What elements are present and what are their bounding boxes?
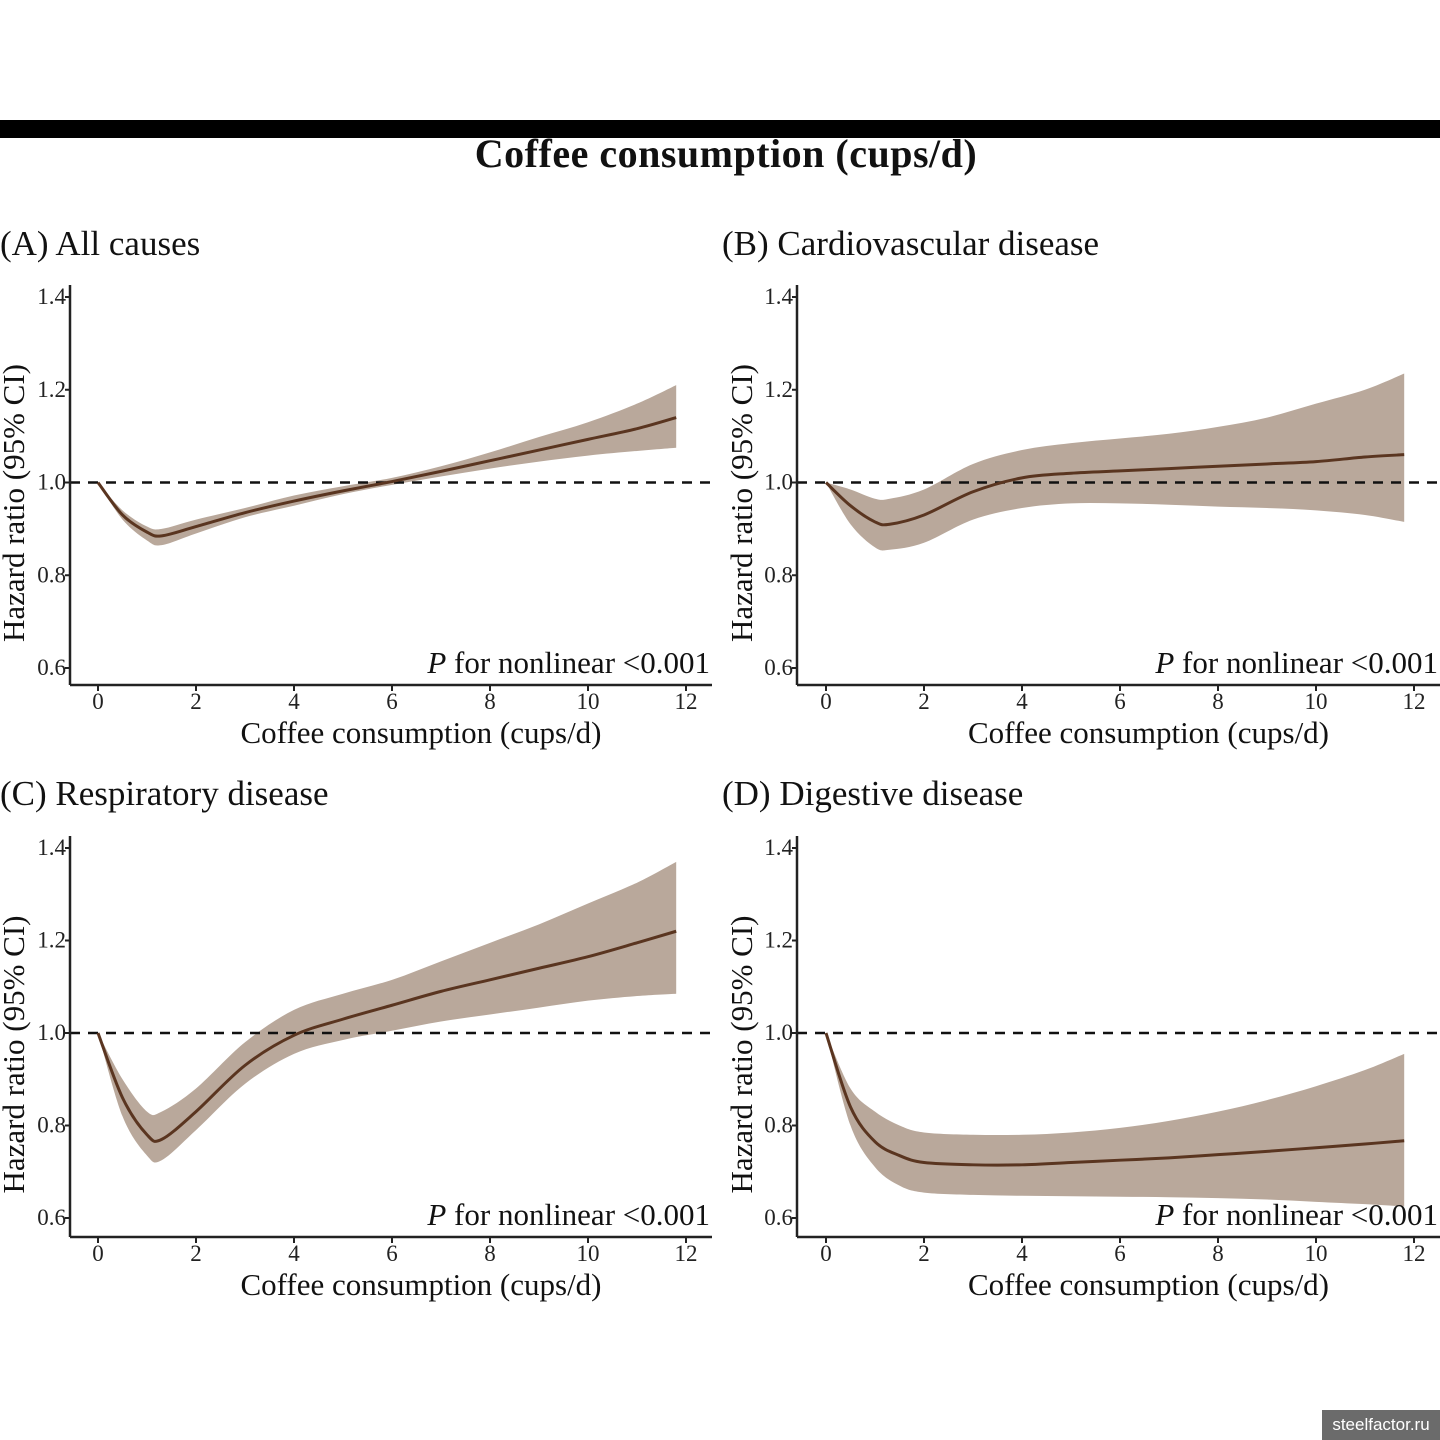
watermark: steelfactor.ru bbox=[1322, 1410, 1440, 1440]
panel-b-y-axis-label: Hazard ratio (95% CI) bbox=[724, 364, 759, 642]
panel-c-title: (C) Respiratory disease bbox=[0, 774, 329, 813]
panel-a-x-axis-label: Coffee consumption (cups/d) bbox=[240, 715, 601, 750]
panel-c-x-tick-label: 2 bbox=[190, 1241, 202, 1266]
panel-d-y-tick-label: 1.4 bbox=[764, 835, 793, 860]
panel-d-y-tick-label: 0.8 bbox=[764, 1113, 793, 1138]
panel-c-hr-line bbox=[96, 929, 677, 1143]
panel-a-x-tick-label: 10 bbox=[577, 689, 600, 714]
panel-d-ci-band bbox=[826, 1033, 1405, 1207]
panel-b-x-tick-label: 6 bbox=[1114, 689, 1126, 714]
panel-a-y-tick-label: 1.0 bbox=[37, 470, 66, 495]
panel-b-ci-band bbox=[826, 373, 1405, 551]
panel-d-title: (D) Digestive disease bbox=[722, 774, 1024, 813]
panel-a-x-tick-label: 2 bbox=[190, 689, 202, 714]
panel-c-x-tick-label: 4 bbox=[288, 1241, 300, 1266]
panel-c-x-tick-label: 8 bbox=[484, 1241, 496, 1266]
panel-b-title: (B) Cardiovascular disease bbox=[722, 224, 1100, 263]
panel-c-y-tick-label: 1.4 bbox=[37, 835, 66, 860]
panel-a-x-tick-label: 0 bbox=[92, 689, 104, 714]
panel-a-title: (A) All causes bbox=[0, 224, 201, 263]
panel-d-y-tick-label: 1.0 bbox=[764, 1020, 793, 1045]
top-bar bbox=[0, 120, 1440, 138]
panel-c-x-tick-label: 12 bbox=[675, 1241, 698, 1266]
panel-b-x-tick-label: 2 bbox=[918, 689, 930, 714]
figure-title: Coffee consumption (cups/d) bbox=[474, 131, 978, 176]
panel-a-x-tick-label: 12 bbox=[675, 689, 698, 714]
panel-b-x-tick-label: 8 bbox=[1212, 689, 1224, 714]
panel-c-y-tick-label: 0.8 bbox=[37, 1113, 66, 1138]
panel-a-y-tick-label: 1.2 bbox=[37, 377, 66, 402]
panel-a-y-tick-label: 0.8 bbox=[37, 562, 66, 587]
panel-b-x-tick-label: 12 bbox=[1403, 689, 1426, 714]
panel-c-y-axis-label: Hazard ratio (95% CI) bbox=[0, 915, 31, 1193]
panel-a-x-tick-label: 4 bbox=[288, 689, 300, 714]
panel-c-y-tick-label: 1.2 bbox=[37, 928, 66, 953]
panel-a-ci-band bbox=[98, 385, 677, 546]
panel-d-x-tick-label: 2 bbox=[918, 1241, 930, 1266]
panel-a-hr-line bbox=[96, 416, 677, 538]
panel-d-x-tick-label: 12 bbox=[1403, 1241, 1426, 1266]
panel-b-x-tick-label: 4 bbox=[1016, 689, 1028, 714]
panel-d-x-axis-label: Coffee consumption (cups/d) bbox=[968, 1267, 1329, 1302]
panel-d-x-tick-label: 10 bbox=[1305, 1241, 1328, 1266]
panel-a-y-axis-label: Hazard ratio (95% CI) bbox=[0, 364, 31, 642]
panel-b-y-tick-label: 1.2 bbox=[764, 377, 793, 402]
panel-c-x-tick-label: 6 bbox=[386, 1241, 398, 1266]
panel-a-x-tick-label: 6 bbox=[386, 689, 398, 714]
panel-b-x-axis-label: Coffee consumption (cups/d) bbox=[968, 715, 1329, 750]
panel-d-y-axis-label: Hazard ratio (95% CI) bbox=[724, 915, 759, 1193]
panel-d-nonlinear-annotation: P for nonlinear <0.001 bbox=[1154, 1197, 1438, 1232]
panel-c-y-tick-label: 1.0 bbox=[37, 1020, 66, 1045]
panel-d-y-tick-label: 1.2 bbox=[764, 928, 793, 953]
panel-c-x-tick-label: 10 bbox=[577, 1241, 600, 1266]
panel-d-x-tick-label: 4 bbox=[1016, 1241, 1028, 1266]
panel-c-nonlinear-annotation: P for nonlinear <0.001 bbox=[426, 1197, 710, 1232]
panel-c-ci-band bbox=[98, 861, 677, 1163]
panel-d-x-tick-label: 0 bbox=[820, 1241, 832, 1266]
panel-c-x-axis-label: Coffee consumption (cups/d) bbox=[240, 1267, 601, 1302]
panel-d-hr-line bbox=[824, 1032, 1405, 1167]
panel-d-x-tick-label: 6 bbox=[1114, 1241, 1126, 1266]
panel-a-x-tick-label: 8 bbox=[484, 689, 496, 714]
panel-b-x-tick-label: 0 bbox=[820, 689, 832, 714]
panel-b-nonlinear-annotation: P for nonlinear <0.001 bbox=[1154, 645, 1438, 680]
panel-a-y-tick-label: 1.4 bbox=[37, 284, 66, 309]
panel-a-y-tick-label: 0.6 bbox=[37, 655, 66, 680]
panel-a-nonlinear-annotation: P for nonlinear <0.001 bbox=[426, 645, 710, 680]
panel-b-y-tick-label: 0.6 bbox=[764, 655, 793, 680]
panel-b-y-tick-label: 0.8 bbox=[764, 562, 793, 587]
panel-d-x-tick-label: 8 bbox=[1212, 1241, 1224, 1266]
panel-b-hr-line bbox=[824, 453, 1405, 527]
panel-b-x-tick-label: 10 bbox=[1305, 689, 1328, 714]
panel-c-y-tick-label: 0.6 bbox=[37, 1205, 66, 1230]
panel-d-y-tick-label: 0.6 bbox=[764, 1205, 793, 1230]
panel-b-y-tick-label: 1.0 bbox=[764, 470, 793, 495]
panel-c-x-tick-label: 0 bbox=[92, 1241, 104, 1266]
panel-b-y-tick-label: 1.4 bbox=[764, 284, 793, 309]
